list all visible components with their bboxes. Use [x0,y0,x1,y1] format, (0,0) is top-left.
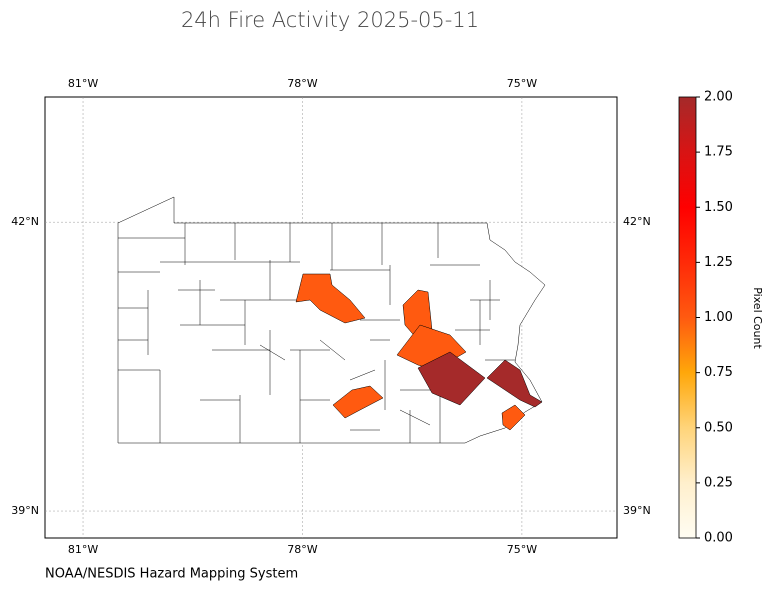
x-tick-label: 75°W [507,543,537,556]
colorbar-tick-label: 1.50 [704,200,733,215]
state-outline [117,196,546,444]
x-tick-label: 75°W [507,77,537,90]
x-tick-label: 81°W [68,77,98,90]
colorbar-tick-label: 0.50 [704,420,733,435]
county-lines [118,223,515,443]
y-tick-label: 42°N [623,215,651,228]
colorbar-tick-label: 1.75 [704,145,733,160]
fire-region [332,385,384,419]
colorbar-tick-label: 1.00 [704,310,733,325]
fire-regions [295,273,543,431]
x-tick-label: 78°W [287,543,317,556]
fire-region [486,359,543,408]
title: 24h Fire Activity 2025-05-11 [181,8,479,32]
axes: 81°W 81°W 78°W 78°W 75°W 75°W 42°N 42°N 39°N 39°N [11,77,650,556]
colorbar-ticks: 0.00 0.25 0.50 0.75 1.00 1.25 1.50 1.75 2.00 [696,90,733,546]
fire-region [501,404,526,431]
y-tick-label: 39°N [623,504,651,517]
x-tick-label: 78°W [287,77,317,90]
colorbar-tick-label: 1.25 [704,255,733,270]
source-note: NOAA/NESDIS Hazard Mapping System [45,567,298,582]
fire-region [417,351,486,406]
colorbar [678,96,697,539]
colorbar-tick-label: 0.00 [704,531,733,546]
map-frame [44,96,618,539]
colorbar-tick-label: 2.00 [704,90,733,105]
colorbar-tick-label: 0.25 [704,475,733,490]
fire-region [295,273,366,324]
x-tick-label: 81°W [68,543,98,556]
y-tick-label: 39°N [11,504,39,517]
state-map [117,196,546,444]
colorbar-tick-label: 0.75 [704,365,733,380]
y-tick-label: 42°N [11,215,39,228]
colorbar-label: Pixel Count [751,287,764,349]
